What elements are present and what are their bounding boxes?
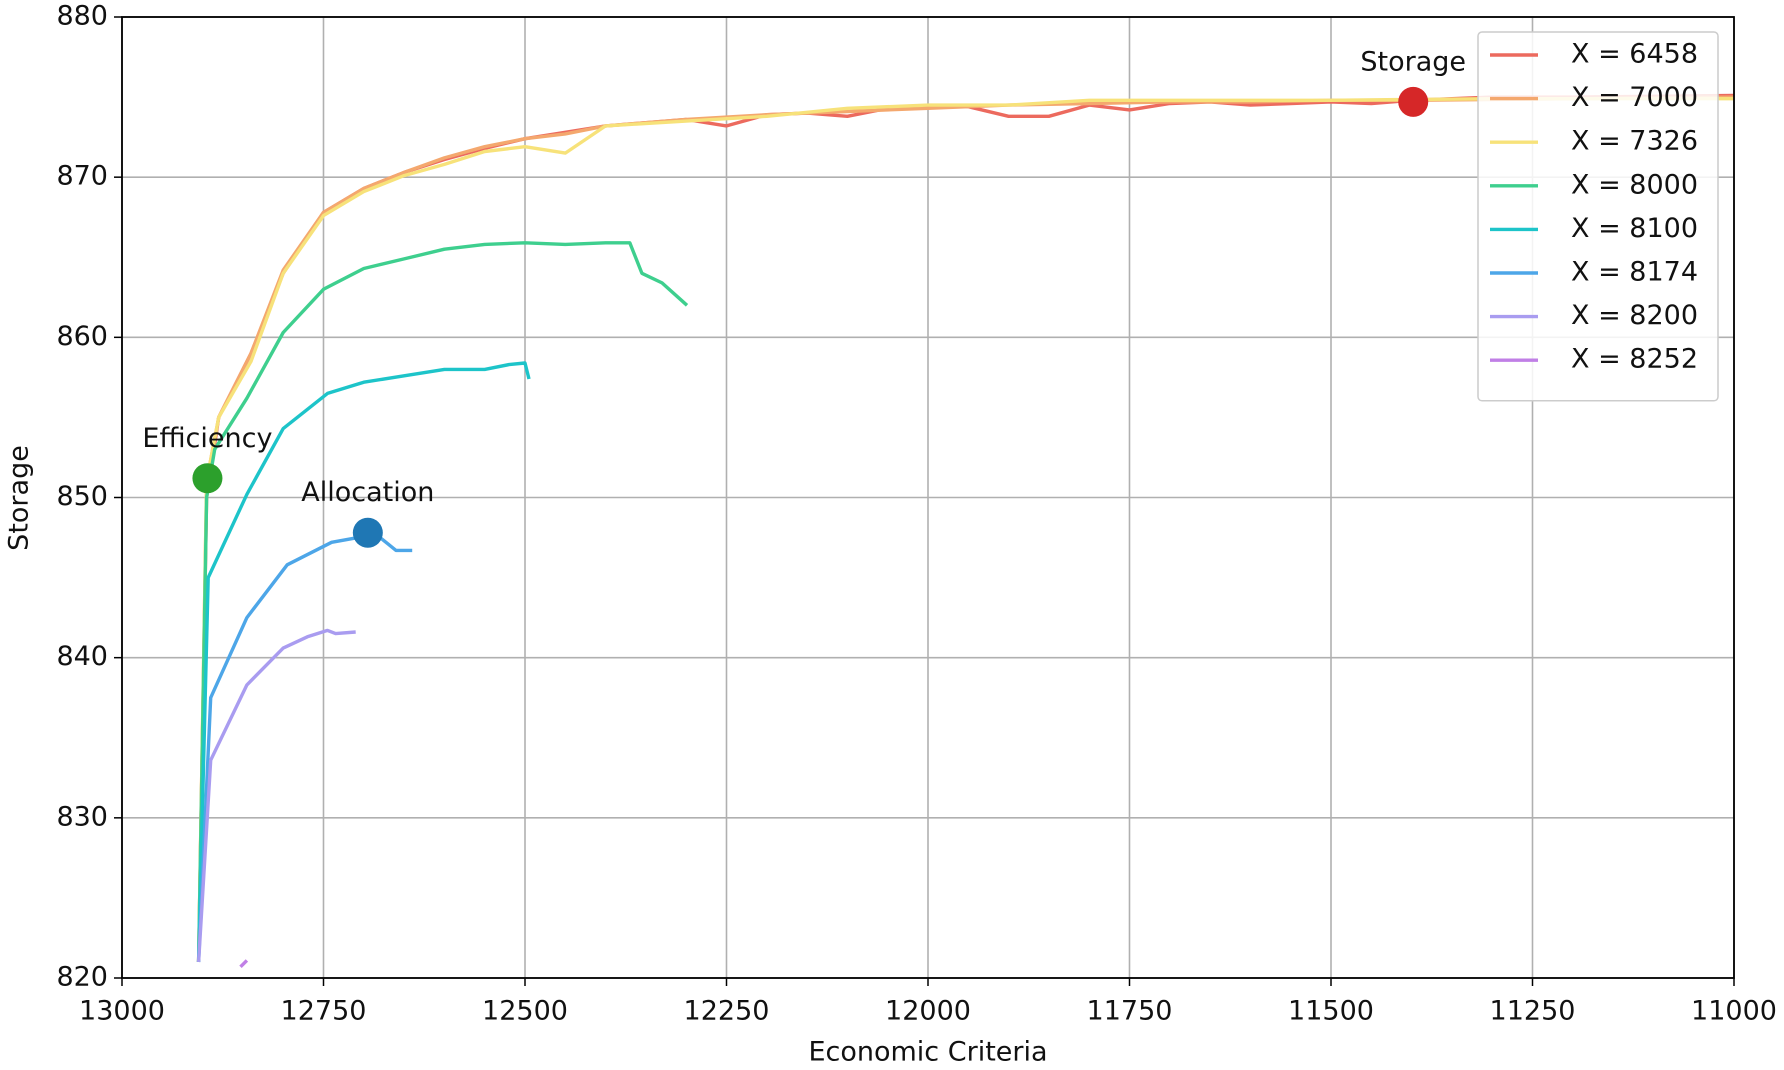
series-line <box>196 97 1734 963</box>
x-tick-label: 13000 <box>79 996 165 1027</box>
annotation-point <box>1398 86 1429 117</box>
x-tick-label: 12250 <box>684 996 770 1027</box>
series-line <box>239 959 249 969</box>
y-tick-label: 880 <box>56 1 108 32</box>
plot-frame <box>121 16 1735 979</box>
y-tick-label: 840 <box>56 641 108 672</box>
series-line <box>196 532 413 963</box>
legend-label: X = 7326 <box>1571 126 1698 157</box>
legend-label: X = 8200 <box>1571 300 1698 331</box>
y-axis-label: Storage <box>4 445 35 551</box>
x-axis-label: Economic Criteria <box>808 1037 1047 1068</box>
x-tick-label: 11000 <box>1691 996 1777 1027</box>
legend-label: X = 7000 <box>1571 82 1698 113</box>
x-tick-label: 12500 <box>482 996 568 1027</box>
series-line <box>196 361 531 963</box>
y-tick-label: 850 <box>56 481 108 512</box>
legend-box <box>1477 31 1719 402</box>
annotation-label: Efficiency <box>142 423 272 454</box>
annotation-point <box>192 463 223 494</box>
y-tick-label: 820 <box>56 962 108 993</box>
x-tick-label: 12750 <box>281 996 367 1027</box>
series-line <box>196 628 356 963</box>
legend-label: X = 6458 <box>1571 39 1698 70</box>
legend-label: X = 8100 <box>1571 213 1698 244</box>
y-tick-label: 870 <box>56 161 108 192</box>
annotation-label: Storage <box>1360 46 1466 77</box>
x-tick-label: 11250 <box>1490 996 1576 1027</box>
x-tick-label: 12000 <box>885 996 971 1027</box>
y-tick-label: 860 <box>56 321 108 352</box>
legend-label: X = 8252 <box>1571 344 1698 375</box>
series-line <box>196 241 689 963</box>
y-tick-label: 830 <box>56 801 108 832</box>
x-tick-label: 11500 <box>1288 996 1374 1027</box>
annotation-point <box>352 517 383 548</box>
x-tick-label: 11750 <box>1087 996 1173 1027</box>
legend-label: X = 8000 <box>1571 169 1698 200</box>
legend-label: X = 8174 <box>1571 257 1698 288</box>
annotation-label: Allocation <box>301 477 434 508</box>
